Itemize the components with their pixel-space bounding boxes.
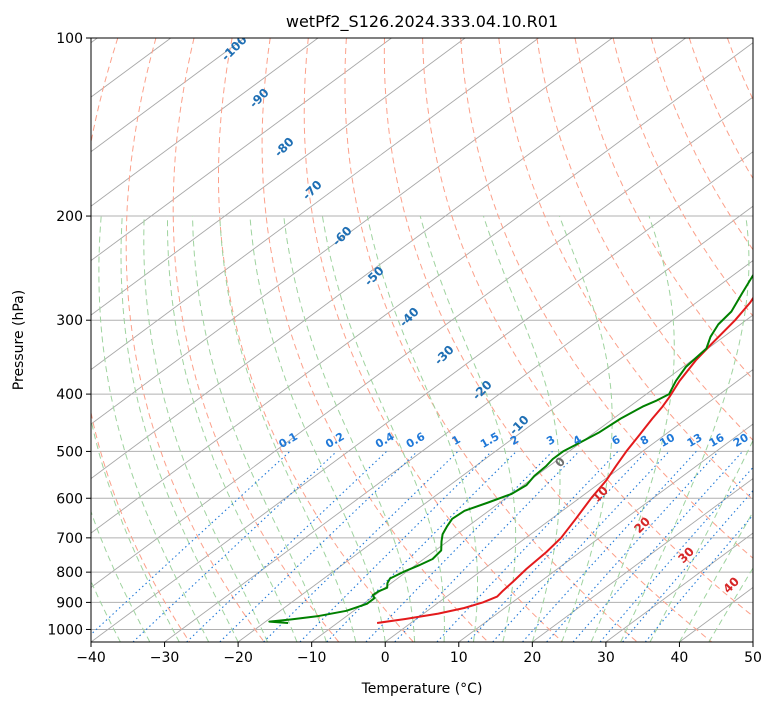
x-axis-label: Temperature (°C) bbox=[361, 681, 483, 697]
isotherm--10 bbox=[311, 314, 753, 642]
moist-adiabat bbox=[678, 510, 753, 642]
isotherm-0 bbox=[384, 368, 753, 642]
moist-adiabat bbox=[192, 215, 327, 642]
sounding-series bbox=[268, 273, 753, 624]
isotherm-10 bbox=[458, 423, 753, 642]
x-tick-label: −40 bbox=[76, 650, 106, 666]
x-tick-label: 30 bbox=[597, 650, 615, 666]
dry-adiabat bbox=[218, 38, 414, 642]
dry-adiabat bbox=[536, 38, 753, 441]
mixing-ratio-line bbox=[91, 450, 291, 636]
moist-adiabat bbox=[167, 216, 298, 642]
moist-adiabat bbox=[482, 215, 561, 642]
isotherm--80 bbox=[91, 38, 613, 425]
mixing-ratio-line bbox=[219, 451, 418, 642]
dry-adiabat bbox=[91, 38, 191, 642]
x-tick-label: 20 bbox=[523, 650, 541, 666]
y-tick-label: 300 bbox=[56, 313, 83, 329]
isotherm--20 bbox=[237, 260, 753, 642]
dry-adiabat bbox=[612, 38, 753, 317]
dry-adiabat bbox=[125, 38, 265, 642]
mixing-ratio-line bbox=[522, 451, 697, 642]
mixing-ratio-line bbox=[436, 451, 619, 642]
y-tick-label: 600 bbox=[56, 491, 83, 507]
mixing-ratio-line bbox=[492, 451, 670, 642]
moist-adiabat bbox=[120, 215, 239, 642]
dry-adiabat bbox=[422, 38, 753, 617]
dry-adiabat bbox=[383, 38, 713, 642]
axes-frame bbox=[90, 37, 754, 643]
isotherm--110 bbox=[91, 38, 392, 262]
isotherm--60 bbox=[91, 42, 753, 534]
mixing-ratio-line bbox=[622, 489, 753, 642]
moist-adiabat bbox=[649, 439, 753, 642]
x-tick-label: −30 bbox=[150, 650, 180, 666]
y-tick-label: 1000 bbox=[47, 622, 83, 638]
moist-adiabat bbox=[708, 567, 753, 642]
mixing-ratio-line bbox=[365, 451, 553, 642]
x-tick-label: 0 bbox=[381, 650, 390, 666]
dry-adiabat bbox=[498, 38, 753, 501]
series-temperature bbox=[376, 296, 753, 624]
dry-adiabat bbox=[460, 38, 753, 559]
y-axis-label: Pressure (hPa) bbox=[11, 290, 27, 390]
isotherm-50 bbox=[752, 641, 753, 642]
moist-adiabat bbox=[91, 417, 180, 642]
isotherm--30 bbox=[164, 205, 753, 642]
moist-adiabat bbox=[249, 215, 386, 642]
dry-adiabat bbox=[574, 38, 753, 381]
isotherm--50 bbox=[91, 96, 753, 589]
mixing-ratio-line bbox=[467, 451, 647, 642]
moist-adiabat bbox=[91, 510, 151, 642]
background-lines bbox=[91, 38, 775, 642]
dry-adiabat bbox=[344, 38, 638, 642]
moist-adiabat bbox=[143, 215, 268, 642]
mixing-ratio-line bbox=[572, 451, 744, 642]
dry-adiabat bbox=[766, 38, 775, 642]
x-tick-label: −20 bbox=[223, 650, 253, 666]
isotherm-30 bbox=[605, 532, 753, 642]
chart-title: wetPf2_S126.2024.333.04.10.R01 bbox=[286, 12, 558, 32]
mixing-ratio-line bbox=[546, 451, 719, 642]
y-tick-label: 200 bbox=[56, 209, 83, 225]
isotherm--70 bbox=[91, 38, 686, 480]
x-tick-label: 10 bbox=[450, 650, 468, 666]
dry-adiabat bbox=[172, 38, 340, 642]
mixing-ratio-line bbox=[186, 451, 387, 642]
plot-background bbox=[91, 38, 753, 642]
y-tick-label: 900 bbox=[56, 595, 83, 611]
isotherm--120 bbox=[91, 38, 319, 207]
dry-adiabat bbox=[303, 38, 563, 642]
mixing-ratio-line bbox=[326, 451, 517, 642]
axes: −40 −30 −20 −10 0 10 20 30 40 50 1000 900 800 700 600 5… bbox=[47, 31, 762, 666]
plot-area bbox=[91, 38, 753, 642]
mixing-ratio-label: 25 bbox=[756, 431, 775, 450]
series-dewpoint bbox=[268, 273, 753, 624]
y-tick-label: 700 bbox=[56, 531, 83, 547]
isotherm--130 bbox=[91, 38, 245, 153]
moist-adiabat bbox=[620, 215, 750, 642]
x-tick-label: 50 bbox=[744, 650, 762, 666]
moist-adiabat bbox=[91, 580, 121, 642]
y-tick-label: 400 bbox=[56, 387, 83, 403]
moist-adiabat bbox=[321, 215, 445, 642]
isotherm--40 bbox=[91, 151, 753, 642]
y-tick-label: 500 bbox=[56, 444, 83, 460]
dry-adiabat bbox=[261, 38, 489, 642]
y-tick-label: 800 bbox=[56, 565, 83, 581]
mixing-ratio-line bbox=[132, 450, 338, 642]
mixing-ratio-line bbox=[394, 451, 580, 642]
isotherm--90 bbox=[91, 38, 539, 371]
moist-adiabat bbox=[419, 215, 517, 642]
y-tick-label: 100 bbox=[56, 31, 83, 47]
x-tick-label: 40 bbox=[671, 650, 689, 666]
x-tick-label: −10 bbox=[297, 650, 327, 666]
moist-adiabat bbox=[590, 215, 675, 642]
moist-adiabat bbox=[98, 215, 210, 642]
isotherm--100 bbox=[91, 38, 466, 316]
moist-adiabat bbox=[558, 215, 613, 642]
moist-adiabat bbox=[219, 215, 357, 642]
